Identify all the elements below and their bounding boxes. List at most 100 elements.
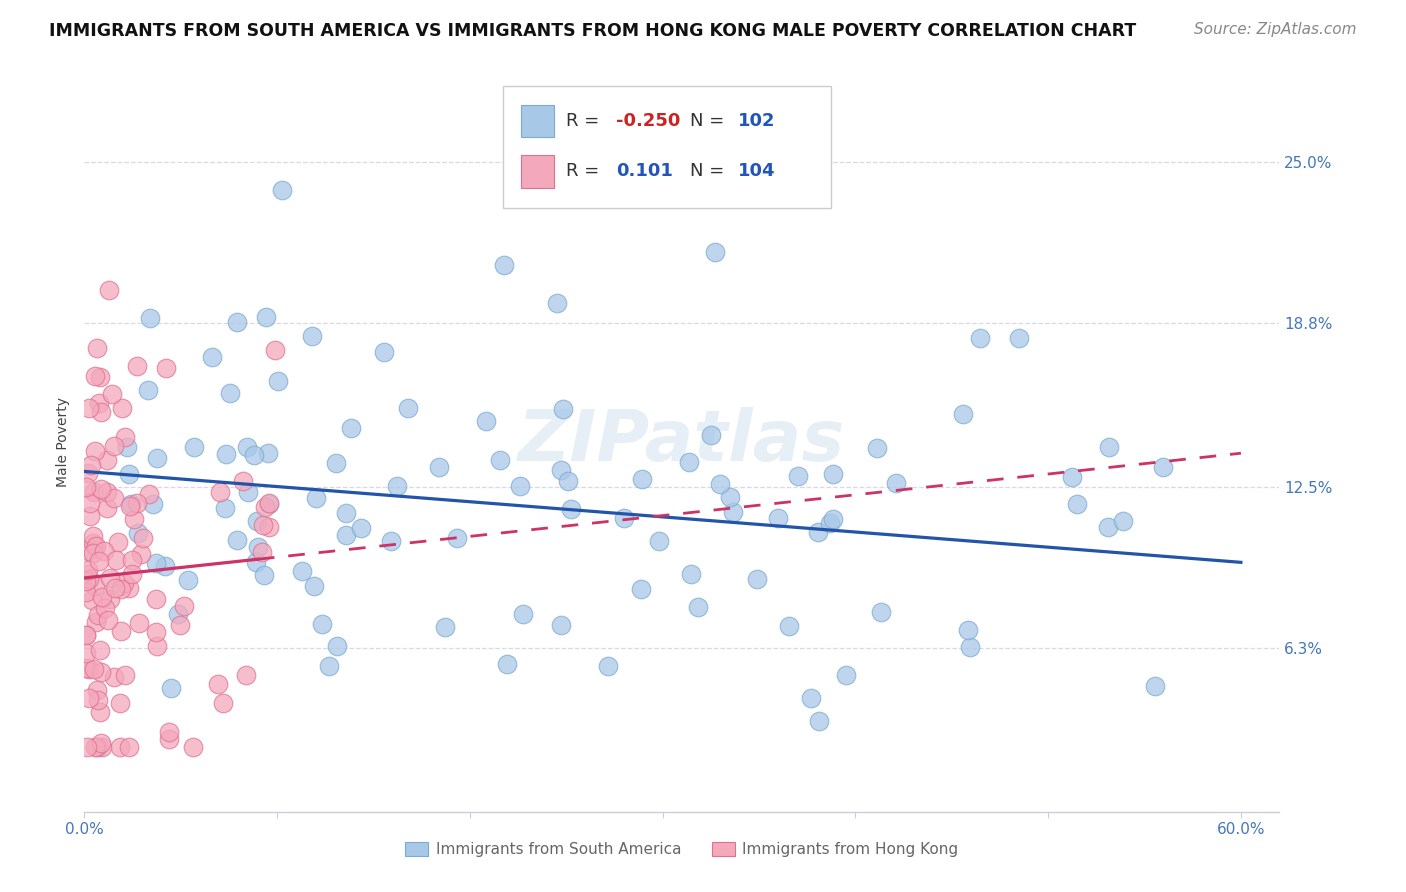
Point <box>718 491 741 505</box>
Point <box>235 668 257 682</box>
Point <box>159 725 181 739</box>
Point <box>110 624 132 638</box>
Point <box>159 732 181 747</box>
Text: R =: R = <box>567 112 605 130</box>
Point <box>1097 519 1119 533</box>
Point <box>598 658 620 673</box>
Point <box>82 593 104 607</box>
Point <box>142 497 165 511</box>
Point <box>252 518 274 533</box>
Point <box>183 440 205 454</box>
Point <box>121 553 143 567</box>
Point <box>89 396 111 410</box>
Point <box>118 581 141 595</box>
Point <box>768 511 790 525</box>
Point <box>214 501 236 516</box>
Point <box>145 625 167 640</box>
Bar <box>520 155 554 187</box>
Point <box>98 591 121 606</box>
Point <box>76 544 98 558</box>
Point <box>104 553 127 567</box>
Point <box>96 453 118 467</box>
Point <box>82 536 104 550</box>
Point <box>434 620 457 634</box>
Point <box>818 516 841 531</box>
Point <box>75 585 97 599</box>
Point <box>169 618 191 632</box>
Point <box>208 484 231 499</box>
Point <box>957 624 980 638</box>
Point <box>247 540 270 554</box>
Point <box>112 575 135 590</box>
Point <box>271 183 294 197</box>
Point <box>245 554 267 568</box>
Point <box>82 546 104 560</box>
Point <box>77 572 100 586</box>
Point <box>630 582 652 597</box>
Point <box>114 668 136 682</box>
Point <box>1143 679 1166 693</box>
Point <box>335 506 357 520</box>
Point <box>350 521 373 535</box>
Point <box>387 479 409 493</box>
Point <box>75 628 97 642</box>
Point <box>823 467 845 482</box>
FancyBboxPatch shape <box>503 87 831 209</box>
Point <box>155 360 177 375</box>
Point <box>546 295 568 310</box>
Point <box>243 448 266 462</box>
Point <box>246 514 269 528</box>
Point <box>301 329 323 343</box>
Point <box>94 600 117 615</box>
Point <box>340 421 363 435</box>
Point <box>256 310 278 324</box>
Point <box>76 563 98 577</box>
Point <box>305 491 328 505</box>
Point <box>118 499 141 513</box>
Point <box>77 401 100 415</box>
Point <box>96 500 118 515</box>
Y-axis label: Male Poverty: Male Poverty <box>56 397 70 486</box>
Point <box>77 466 100 480</box>
Point <box>835 668 858 682</box>
Point <box>79 509 101 524</box>
Point <box>1008 331 1031 345</box>
Point <box>103 439 125 453</box>
Point <box>550 617 572 632</box>
Point <box>103 491 125 505</box>
Point <box>335 527 357 541</box>
Point <box>124 512 146 526</box>
Point <box>512 607 534 621</box>
Text: IMMIGRANTS FROM SOUTH AMERICA VS IMMIGRANTS FROM HONG KONG MALE POVERTY CORRELAT: IMMIGRANTS FROM SOUTH AMERICA VS IMMIGRA… <box>49 22 1136 40</box>
Point <box>129 547 152 561</box>
Point <box>326 639 349 653</box>
Point <box>236 485 259 500</box>
Text: R =: R = <box>567 162 605 180</box>
Point <box>173 599 195 613</box>
Point <box>678 455 700 469</box>
Point <box>302 579 325 593</box>
Point <box>807 524 830 539</box>
Point <box>704 245 727 260</box>
Bar <box>520 104 554 137</box>
Point <box>89 370 111 384</box>
Point <box>82 529 104 543</box>
Point <box>75 628 97 642</box>
Point <box>77 691 100 706</box>
Text: 104: 104 <box>738 162 776 180</box>
Point <box>630 472 652 486</box>
Point <box>1060 470 1083 484</box>
Point <box>138 487 160 501</box>
Point <box>959 640 981 655</box>
Point <box>86 683 108 698</box>
Point <box>83 484 105 499</box>
Point <box>509 478 531 492</box>
Point <box>90 739 112 754</box>
Text: N =: N = <box>690 112 730 130</box>
Point <box>259 520 281 534</box>
Point <box>75 574 97 588</box>
Point <box>108 696 131 710</box>
Point <box>318 659 340 673</box>
Point <box>311 617 333 632</box>
Point <box>90 591 112 605</box>
